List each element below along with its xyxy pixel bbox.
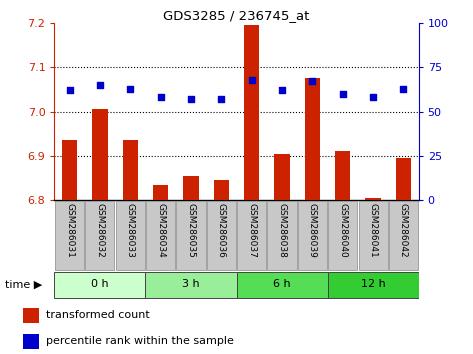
Bar — [153, 184, 168, 200]
Point — [218, 96, 225, 102]
Point — [339, 91, 347, 97]
Bar — [366, 198, 381, 200]
FancyBboxPatch shape — [359, 201, 388, 270]
Text: GSM286035: GSM286035 — [186, 203, 195, 258]
FancyBboxPatch shape — [389, 201, 418, 270]
Point — [66, 87, 73, 93]
FancyBboxPatch shape — [237, 201, 266, 270]
Text: GSM286040: GSM286040 — [338, 203, 347, 258]
Text: GDS3285 / 236745_at: GDS3285 / 236745_at — [163, 9, 310, 22]
Text: GSM286042: GSM286042 — [399, 203, 408, 257]
Point — [96, 82, 104, 88]
Text: GSM286032: GSM286032 — [96, 203, 105, 258]
Text: GSM286033: GSM286033 — [126, 203, 135, 258]
FancyBboxPatch shape — [145, 272, 236, 298]
Point — [308, 79, 316, 84]
Bar — [335, 152, 350, 200]
FancyBboxPatch shape — [85, 201, 114, 270]
Bar — [23, 334, 40, 349]
Bar — [92, 109, 107, 200]
Text: transformed count: transformed count — [46, 310, 150, 320]
FancyBboxPatch shape — [328, 201, 357, 270]
Point — [126, 86, 134, 91]
FancyBboxPatch shape — [146, 201, 175, 270]
Point — [369, 95, 377, 100]
Bar — [244, 25, 259, 200]
Text: 3 h: 3 h — [182, 279, 200, 290]
Point — [187, 96, 195, 102]
Text: GSM286038: GSM286038 — [278, 203, 287, 258]
Bar — [184, 176, 199, 200]
Text: percentile rank within the sample: percentile rank within the sample — [46, 336, 234, 346]
FancyBboxPatch shape — [327, 272, 419, 298]
FancyBboxPatch shape — [54, 272, 145, 298]
Text: GSM286037: GSM286037 — [247, 203, 256, 258]
Text: 6 h: 6 h — [273, 279, 291, 290]
Bar — [123, 140, 138, 200]
Point — [157, 95, 165, 100]
FancyBboxPatch shape — [116, 201, 145, 270]
Text: GSM286034: GSM286034 — [156, 203, 165, 258]
Text: GSM286041: GSM286041 — [368, 203, 377, 258]
Bar — [23, 308, 40, 323]
Point — [278, 87, 286, 93]
FancyBboxPatch shape — [298, 201, 327, 270]
FancyBboxPatch shape — [176, 201, 206, 270]
Bar — [62, 140, 77, 200]
Text: GSM286031: GSM286031 — [65, 203, 74, 258]
FancyBboxPatch shape — [267, 201, 297, 270]
FancyBboxPatch shape — [55, 201, 84, 270]
Text: GSM286039: GSM286039 — [308, 203, 317, 258]
Bar — [305, 78, 320, 200]
Text: 0 h: 0 h — [91, 279, 109, 290]
Text: 12 h: 12 h — [361, 279, 385, 290]
Bar — [214, 180, 229, 200]
Point — [248, 77, 255, 82]
Text: GSM286036: GSM286036 — [217, 203, 226, 258]
Bar — [396, 158, 411, 200]
FancyBboxPatch shape — [207, 201, 236, 270]
Point — [400, 86, 407, 91]
FancyBboxPatch shape — [236, 272, 327, 298]
Bar — [274, 154, 289, 200]
Text: time ▶: time ▶ — [5, 280, 42, 290]
